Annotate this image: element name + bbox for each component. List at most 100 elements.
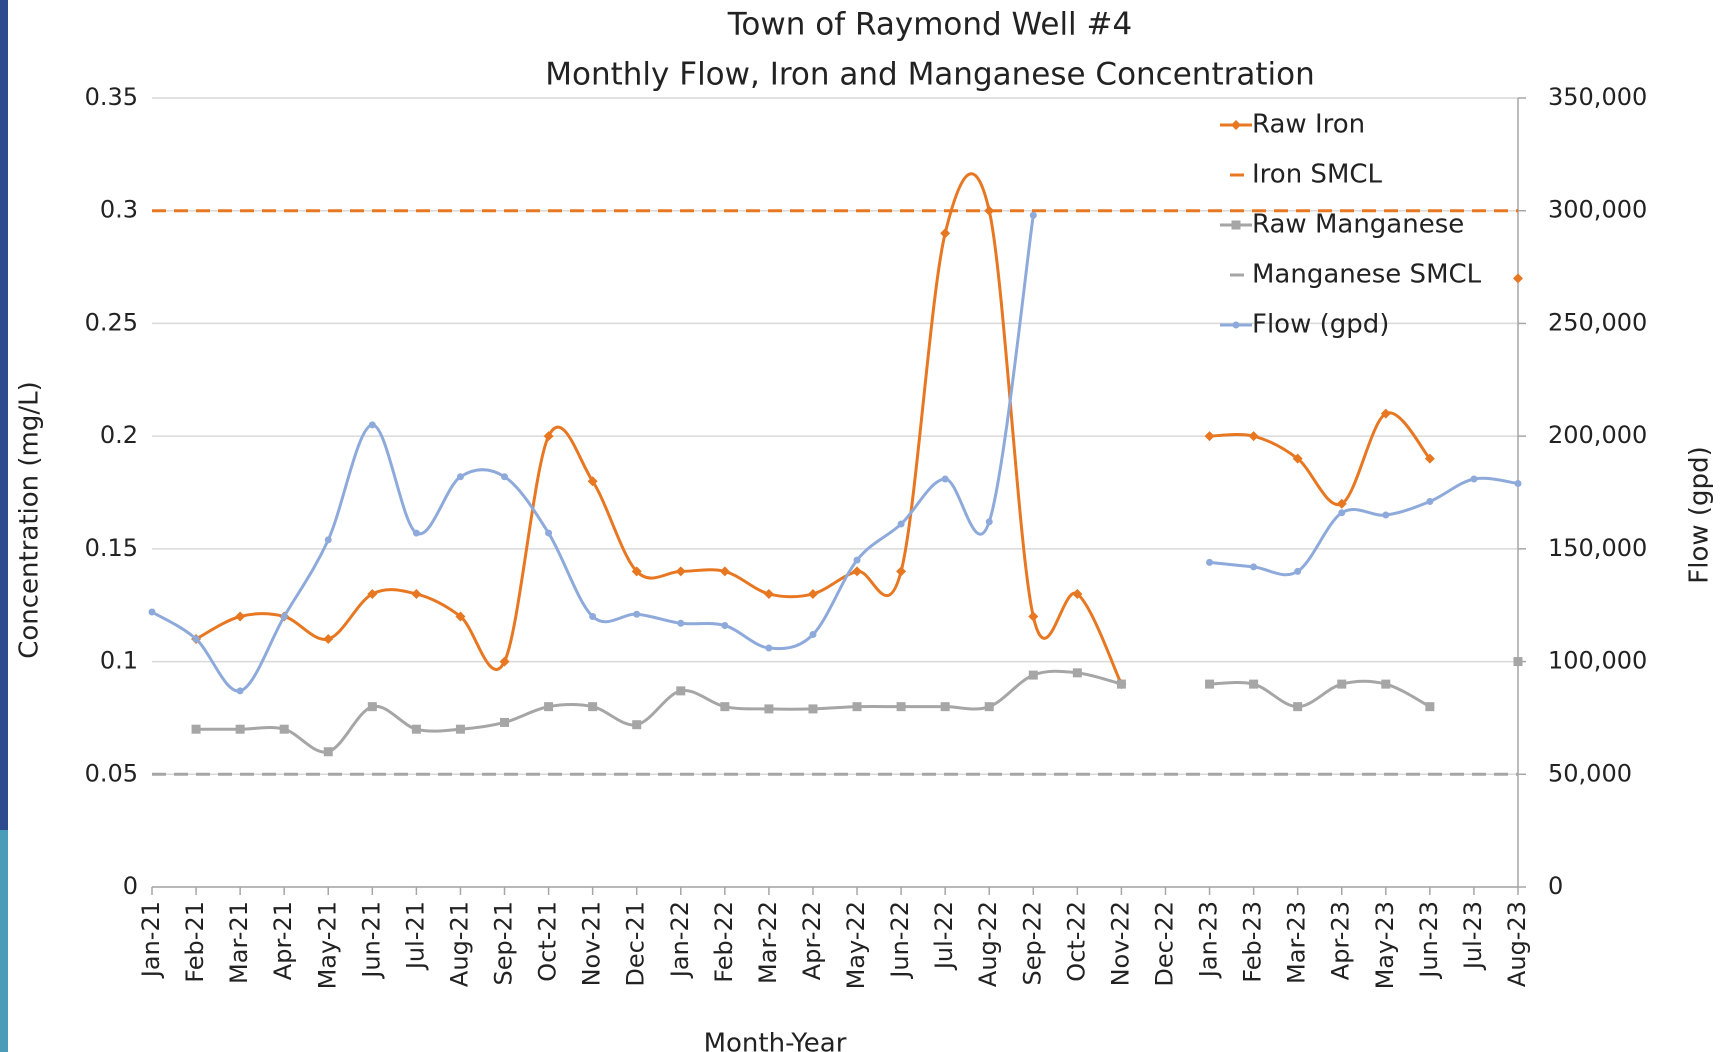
- y-tick-label: 0.2: [100, 421, 138, 449]
- marker: [1292, 453, 1303, 464]
- marker: [1116, 679, 1126, 689]
- marker: [324, 536, 332, 544]
- marker: [1425, 702, 1435, 712]
- x-tick-label: Jun-22: [886, 901, 914, 980]
- marker: [941, 475, 949, 483]
- x-tick-label: Jul-21: [401, 901, 429, 971]
- marker: [1204, 431, 1215, 442]
- marker: [1514, 479, 1522, 487]
- marker: [588, 702, 598, 712]
- x-tick-label: Feb-21: [181, 901, 209, 983]
- marker: [1231, 220, 1241, 230]
- marker: [677, 619, 685, 627]
- marker: [984, 702, 994, 712]
- marker: [1336, 498, 1347, 509]
- marker: [1231, 120, 1241, 130]
- y-axis-label: Concentration (mg/L): [15, 381, 45, 659]
- x-tick-label: Nov-22: [1106, 901, 1134, 986]
- x-tick-label: Jan-23: [1195, 901, 1223, 979]
- marker: [544, 702, 554, 712]
- series-line: [1209, 679, 1431, 709]
- x-tick-label: Aug-22: [974, 901, 1002, 987]
- marker: [1028, 611, 1039, 622]
- marker: [1248, 431, 1259, 442]
- chart-subtitle: Monthly Flow, Iron and Manganese Concent…: [545, 57, 1314, 93]
- marker: [368, 421, 376, 429]
- marker: [721, 622, 729, 630]
- y2-tick-label: 100,000: [1548, 647, 1647, 675]
- x-tick-label: Nov-21: [578, 901, 606, 986]
- marker: [500, 717, 510, 727]
- x-tick-label: Dec-22: [1150, 901, 1178, 987]
- x-axis-label: Month-Year: [704, 1029, 847, 1052]
- marker: [1072, 588, 1083, 599]
- marker: [984, 205, 995, 216]
- x-tick-label: Aug-23: [1503, 901, 1531, 987]
- y2-tick-label: 350,000: [1548, 83, 1647, 111]
- marker: [853, 556, 861, 564]
- marker: [191, 724, 201, 734]
- marker: [1206, 558, 1214, 566]
- marker: [589, 612, 597, 620]
- marker: [940, 702, 950, 712]
- x-tick-label: Apr-23: [1327, 901, 1355, 980]
- x-tick-label: Feb-22: [710, 901, 738, 983]
- marker: [1470, 475, 1478, 483]
- marker: [1381, 679, 1391, 689]
- marker: [1382, 511, 1390, 519]
- marker: [412, 529, 420, 537]
- series-line: [1209, 476, 1519, 577]
- x-tick-label: Mar-23: [1283, 901, 1311, 984]
- y2-tick-label: 250,000: [1548, 308, 1647, 336]
- y2-tick-label: 300,000: [1548, 196, 1647, 224]
- legend-label: Manganese SMCL: [1252, 260, 1482, 290]
- marker: [763, 588, 774, 599]
- y-tick-label: 0: [123, 872, 138, 900]
- marker: [543, 431, 554, 442]
- marker: [279, 724, 289, 734]
- marker: [676, 686, 686, 696]
- marker: [545, 529, 553, 537]
- marker: [367, 702, 377, 712]
- marker: [1338, 509, 1346, 517]
- marker: [280, 612, 288, 620]
- x-tick-label: Jan-22: [666, 901, 694, 979]
- marker: [455, 724, 465, 734]
- x-tick-label: May-21: [313, 901, 341, 989]
- marker: [720, 702, 730, 712]
- x-tick-label: Mar-21: [225, 901, 253, 984]
- marker: [323, 747, 333, 757]
- marker: [764, 704, 774, 714]
- x-tick-label: Apr-21: [269, 901, 297, 980]
- x-tick-label: Feb-23: [1239, 901, 1267, 983]
- marker: [1513, 657, 1523, 667]
- series-line: [195, 172, 1123, 685]
- marker: [719, 566, 730, 577]
- marker: [1424, 453, 1435, 464]
- marker: [896, 566, 907, 577]
- marker: [632, 720, 642, 730]
- marker: [1250, 563, 1258, 571]
- marker: [1249, 679, 1259, 689]
- marker: [897, 520, 905, 528]
- marker: [807, 588, 818, 599]
- x-tick-label: Mar-22: [754, 901, 782, 984]
- marker: [236, 687, 244, 695]
- side-strip: [0, 830, 8, 1052]
- marker: [940, 228, 951, 239]
- y-tick-label: 0.05: [85, 759, 138, 787]
- marker: [1029, 211, 1037, 219]
- marker: [411, 588, 422, 599]
- marker: [808, 704, 818, 714]
- marker: [1337, 679, 1347, 689]
- marker: [148, 608, 156, 616]
- y-tick-label: 0.25: [85, 308, 138, 336]
- y-tick-label: 0.15: [85, 534, 138, 562]
- marker: [1232, 321, 1240, 329]
- x-tick-label: Dec-21: [622, 901, 650, 987]
- x-tick-label: Jul-22: [930, 901, 958, 971]
- marker: [192, 635, 200, 643]
- marker: [809, 631, 817, 639]
- legend-label: Iron SMCL: [1252, 160, 1383, 190]
